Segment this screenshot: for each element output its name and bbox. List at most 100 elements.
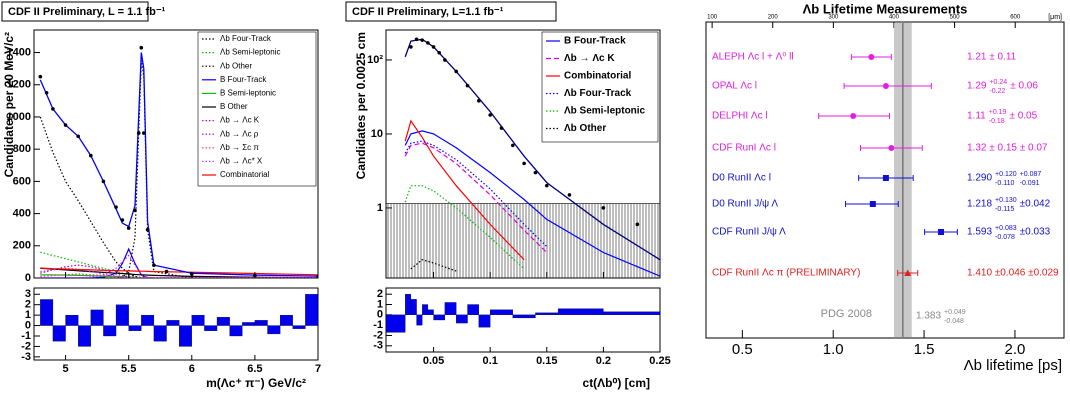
result-sup: +0.24 — [989, 79, 1007, 86]
y-tick-label: 1 — [25, 309, 31, 321]
series-line — [404, 142, 548, 253]
data-point — [522, 161, 526, 166]
data-point — [454, 69, 458, 74]
residual-bar — [103, 325, 117, 337]
residual-bar — [305, 294, 318, 326]
residual-bar — [141, 314, 155, 326]
plot-area — [386, 37, 660, 278]
legend-label: Λb Semi-leptonic — [220, 48, 280, 57]
y-tick-label: 3 — [25, 288, 31, 300]
result-sup: +0.120 — [995, 171, 1017, 178]
series-line — [410, 259, 457, 272]
data-point — [544, 183, 549, 188]
data-point — [145, 227, 150, 232]
residual-bar — [191, 314, 205, 326]
data-point — [567, 193, 572, 197]
measurement-label: ALEPH Λc l + Λ⁰ ll — [712, 52, 794, 63]
y-tick-label: -3 — [21, 351, 31, 363]
residual-bar — [242, 322, 256, 326]
result-text: 1.32 ± 0.15 ± 0.07 — [967, 143, 1048, 154]
result-sub: -0.115 — [995, 206, 1014, 213]
result-text: 1.29 — [967, 81, 987, 92]
series-line — [404, 130, 660, 277]
x2-tick-label: 500 — [950, 15, 961, 21]
residual-bar — [427, 309, 434, 315]
marker — [882, 83, 889, 89]
plot-area — [40, 294, 318, 347]
y-tick-label: 10² — [367, 54, 383, 66]
data-point — [51, 107, 55, 111]
residual-bar — [65, 314, 79, 326]
residual-bar — [40, 299, 54, 326]
y-tick-label: 1400 — [7, 46, 31, 58]
x-tick-label: 0.05 — [423, 355, 444, 367]
residual-bar — [229, 325, 243, 337]
data-point — [414, 37, 419, 42]
residual-bar — [216, 317, 230, 326]
y-tick-label: 2 — [377, 288, 383, 300]
result-text: 1.11 — [967, 111, 986, 122]
x-tick-label: 1.5 — [914, 341, 935, 358]
residual-bar — [603, 311, 660, 315]
result-text: 1.593 — [967, 227, 992, 238]
residual-bar — [557, 308, 604, 315]
residual-bar — [78, 325, 91, 347]
x-tick-label: 2.0 — [1005, 341, 1026, 358]
x-tick-label: 0.5 — [732, 341, 753, 358]
legend-label: Λb Other — [220, 61, 252, 70]
measurement-label: D0 RunII Λc l — [712, 173, 771, 184]
measurement-label: OPAL Λc l — [712, 81, 757, 92]
result-sub: -0.091 — [1020, 180, 1040, 187]
x-axis-label: ct(Λb⁰) [cm] — [583, 376, 650, 390]
y-tick-label: 0 — [25, 319, 31, 331]
residual-bar — [444, 302, 457, 315]
x2-axis-label: [μm] — [1048, 14, 1062, 21]
data-point — [601, 206, 606, 210]
result-text: 1.383 — [916, 311, 941, 322]
marker — [937, 229, 944, 235]
data-point — [431, 45, 436, 49]
residual-bar — [410, 299, 417, 315]
x-tick-label: 5.5 — [121, 363, 136, 375]
series-line — [40, 254, 318, 278]
result-sup: +0.087 — [1020, 171, 1042, 178]
legend-label: Λb → Λc* X — [220, 157, 263, 166]
legend-label: B Four-Track — [220, 75, 267, 84]
x2-tick-label: 300 — [828, 15, 839, 21]
data-point — [139, 45, 144, 50]
x-tick-label: 0.1 — [483, 355, 498, 367]
data-point — [443, 58, 447, 62]
data-point — [89, 153, 93, 158]
y-tick-label: 1 — [377, 298, 383, 310]
residual-bar — [128, 325, 142, 331]
residual-bar — [478, 314, 491, 328]
result-text: ± 0.06 — [1010, 81, 1038, 92]
y-tick-label: 10 — [371, 128, 383, 140]
data-point — [120, 218, 125, 222]
residual-bar — [90, 309, 104, 326]
data-point — [63, 123, 68, 127]
data-point — [409, 45, 413, 49]
frame — [385, 287, 661, 353]
data-point — [133, 208, 137, 213]
legend-label: Combinatorial — [564, 71, 631, 82]
marker — [904, 269, 912, 276]
residual-bar — [490, 309, 513, 315]
result-text: ±0.042 — [1020, 199, 1051, 210]
legend-label: Λb Semi-leptonic — [564, 106, 646, 117]
residual-bar — [292, 325, 306, 329]
panel-title: CDF II Preliminary, L = 1.1 fb⁻¹ — [8, 6, 166, 18]
legend-box — [197, 31, 317, 187]
frame — [705, 21, 1065, 339]
residual-bar — [254, 320, 268, 326]
x-axis-label: m(Λc⁺ π⁻) GeV/c² — [206, 376, 306, 390]
data-point — [533, 170, 538, 175]
data-point — [101, 179, 106, 184]
series-line — [39, 116, 318, 278]
result-sub: -0.048 — [944, 318, 964, 325]
x-tick-label: 6.5 — [247, 363, 262, 375]
legend-label: B Other — [220, 102, 248, 111]
residual-bar — [279, 314, 293, 326]
background-band — [386, 203, 660, 278]
data-point — [152, 263, 156, 267]
